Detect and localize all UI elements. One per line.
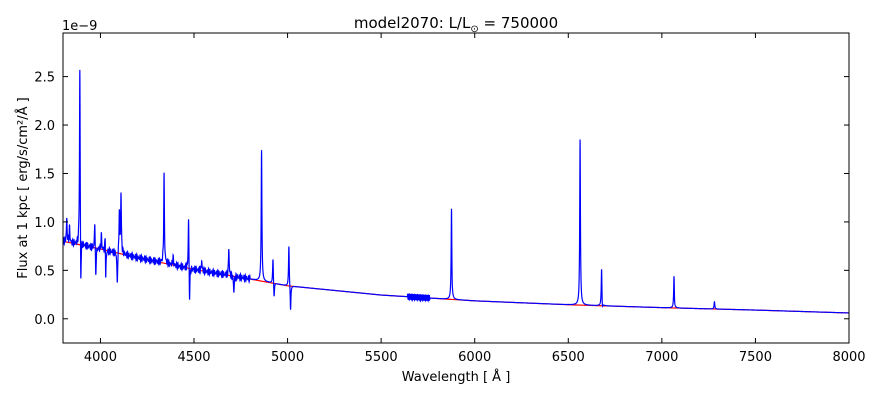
x-tick-label: 4500 bbox=[177, 350, 210, 365]
chart-title: model2070: L/L⊙ = 750000 bbox=[354, 14, 558, 35]
y-tick-label: 1.0 bbox=[34, 216, 55, 231]
x-tick-label: 4000 bbox=[84, 350, 117, 365]
y-tick-label: 2.5 bbox=[34, 71, 55, 86]
x-axis-label: Wavelength [ Å ] bbox=[402, 369, 511, 385]
x-tick-label: 6000 bbox=[458, 350, 491, 365]
spectrum-line bbox=[63, 69, 849, 314]
x-tick-label: 7000 bbox=[645, 350, 678, 365]
x-tick-label: 5500 bbox=[365, 350, 398, 365]
y-tick-label: 0.0 bbox=[34, 313, 55, 328]
x-tick-label: 7500 bbox=[739, 350, 772, 365]
y-tick-label: 2.0 bbox=[34, 119, 55, 134]
y-offset-label: 1e−9 bbox=[62, 19, 97, 34]
x-tick-label: 5000 bbox=[271, 350, 304, 365]
x-tick-label: 6500 bbox=[552, 350, 585, 365]
y-tick-label: 1.5 bbox=[34, 167, 55, 182]
x-tick-label: 8000 bbox=[832, 350, 865, 365]
plot-frame bbox=[62, 32, 850, 344]
y-axis-label: Flux at 1 kpc [ erg/s/cm²/Å ] bbox=[15, 97, 31, 278]
y-tick-label: 0.5 bbox=[34, 264, 55, 279]
